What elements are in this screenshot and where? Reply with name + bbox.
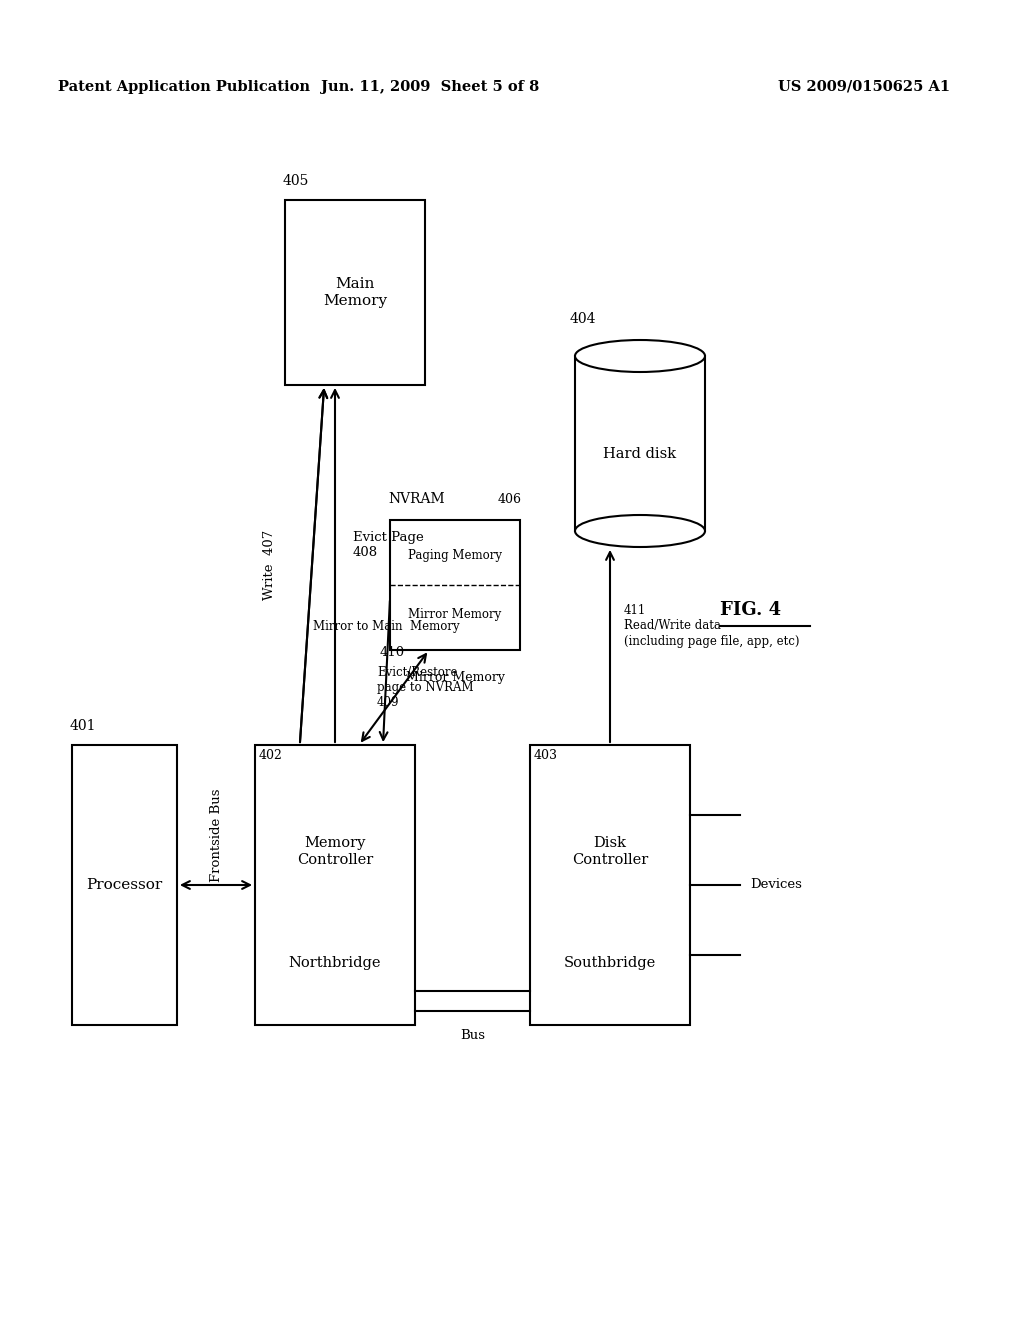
Text: Frontside Bus: Frontside Bus [210, 788, 222, 882]
Text: US 2009/0150625 A1: US 2009/0150625 A1 [778, 81, 950, 94]
Text: FIG. 4: FIG. 4 [720, 601, 781, 619]
Text: Evict Page
408: Evict Page 408 [353, 531, 424, 558]
Text: Disk
Controller: Disk Controller [571, 837, 648, 866]
Text: Hard disk: Hard disk [603, 446, 677, 461]
Bar [390, 520, 520, 649]
Text: 403: 403 [534, 748, 558, 762]
Text: Mirror to Main  Memory: Mirror to Main Memory [313, 620, 460, 634]
Bar [530, 744, 690, 1026]
Text: 410: 410 [380, 647, 406, 660]
Text: Jun. 11, 2009  Sheet 5 of 8: Jun. 11, 2009 Sheet 5 of 8 [321, 81, 539, 94]
Text: 404: 404 [570, 312, 597, 326]
Bar [285, 201, 425, 385]
Text: 406: 406 [498, 492, 522, 506]
Text: Mirror Memory: Mirror Memory [406, 672, 505, 685]
Text: Mirror Memory: Mirror Memory [409, 609, 502, 622]
Text: Paging Memory: Paging Memory [408, 549, 502, 561]
Text: Patent Application Publication: Patent Application Publication [58, 81, 310, 94]
Text: NVRAM: NVRAM [388, 492, 444, 506]
Text: 411
Read/Write data
(including page file, app, etc): 411 Read/Write data (including page file… [624, 605, 800, 648]
Bar [72, 744, 177, 1026]
Text: Main
Memory: Main Memory [323, 277, 387, 308]
Bar [255, 744, 415, 1026]
Ellipse shape [575, 341, 705, 372]
Text: Write  407: Write 407 [263, 529, 276, 601]
Text: 401: 401 [70, 719, 96, 733]
Text: 402: 402 [259, 748, 283, 762]
Text: Processor: Processor [86, 878, 163, 892]
Text: Bus: Bus [460, 1030, 485, 1041]
Text: Memory
Controller: Memory Controller [297, 837, 373, 866]
Text: Southbridge: Southbridge [564, 957, 656, 970]
Bar [575, 356, 705, 531]
Text: Devices: Devices [750, 879, 802, 891]
Text: Northbridge: Northbridge [289, 957, 381, 970]
Text: 405: 405 [283, 174, 309, 187]
Ellipse shape [575, 515, 705, 546]
Text: Evict/Restore
page to NVRAM
409: Evict/Restore page to NVRAM 409 [377, 667, 474, 709]
